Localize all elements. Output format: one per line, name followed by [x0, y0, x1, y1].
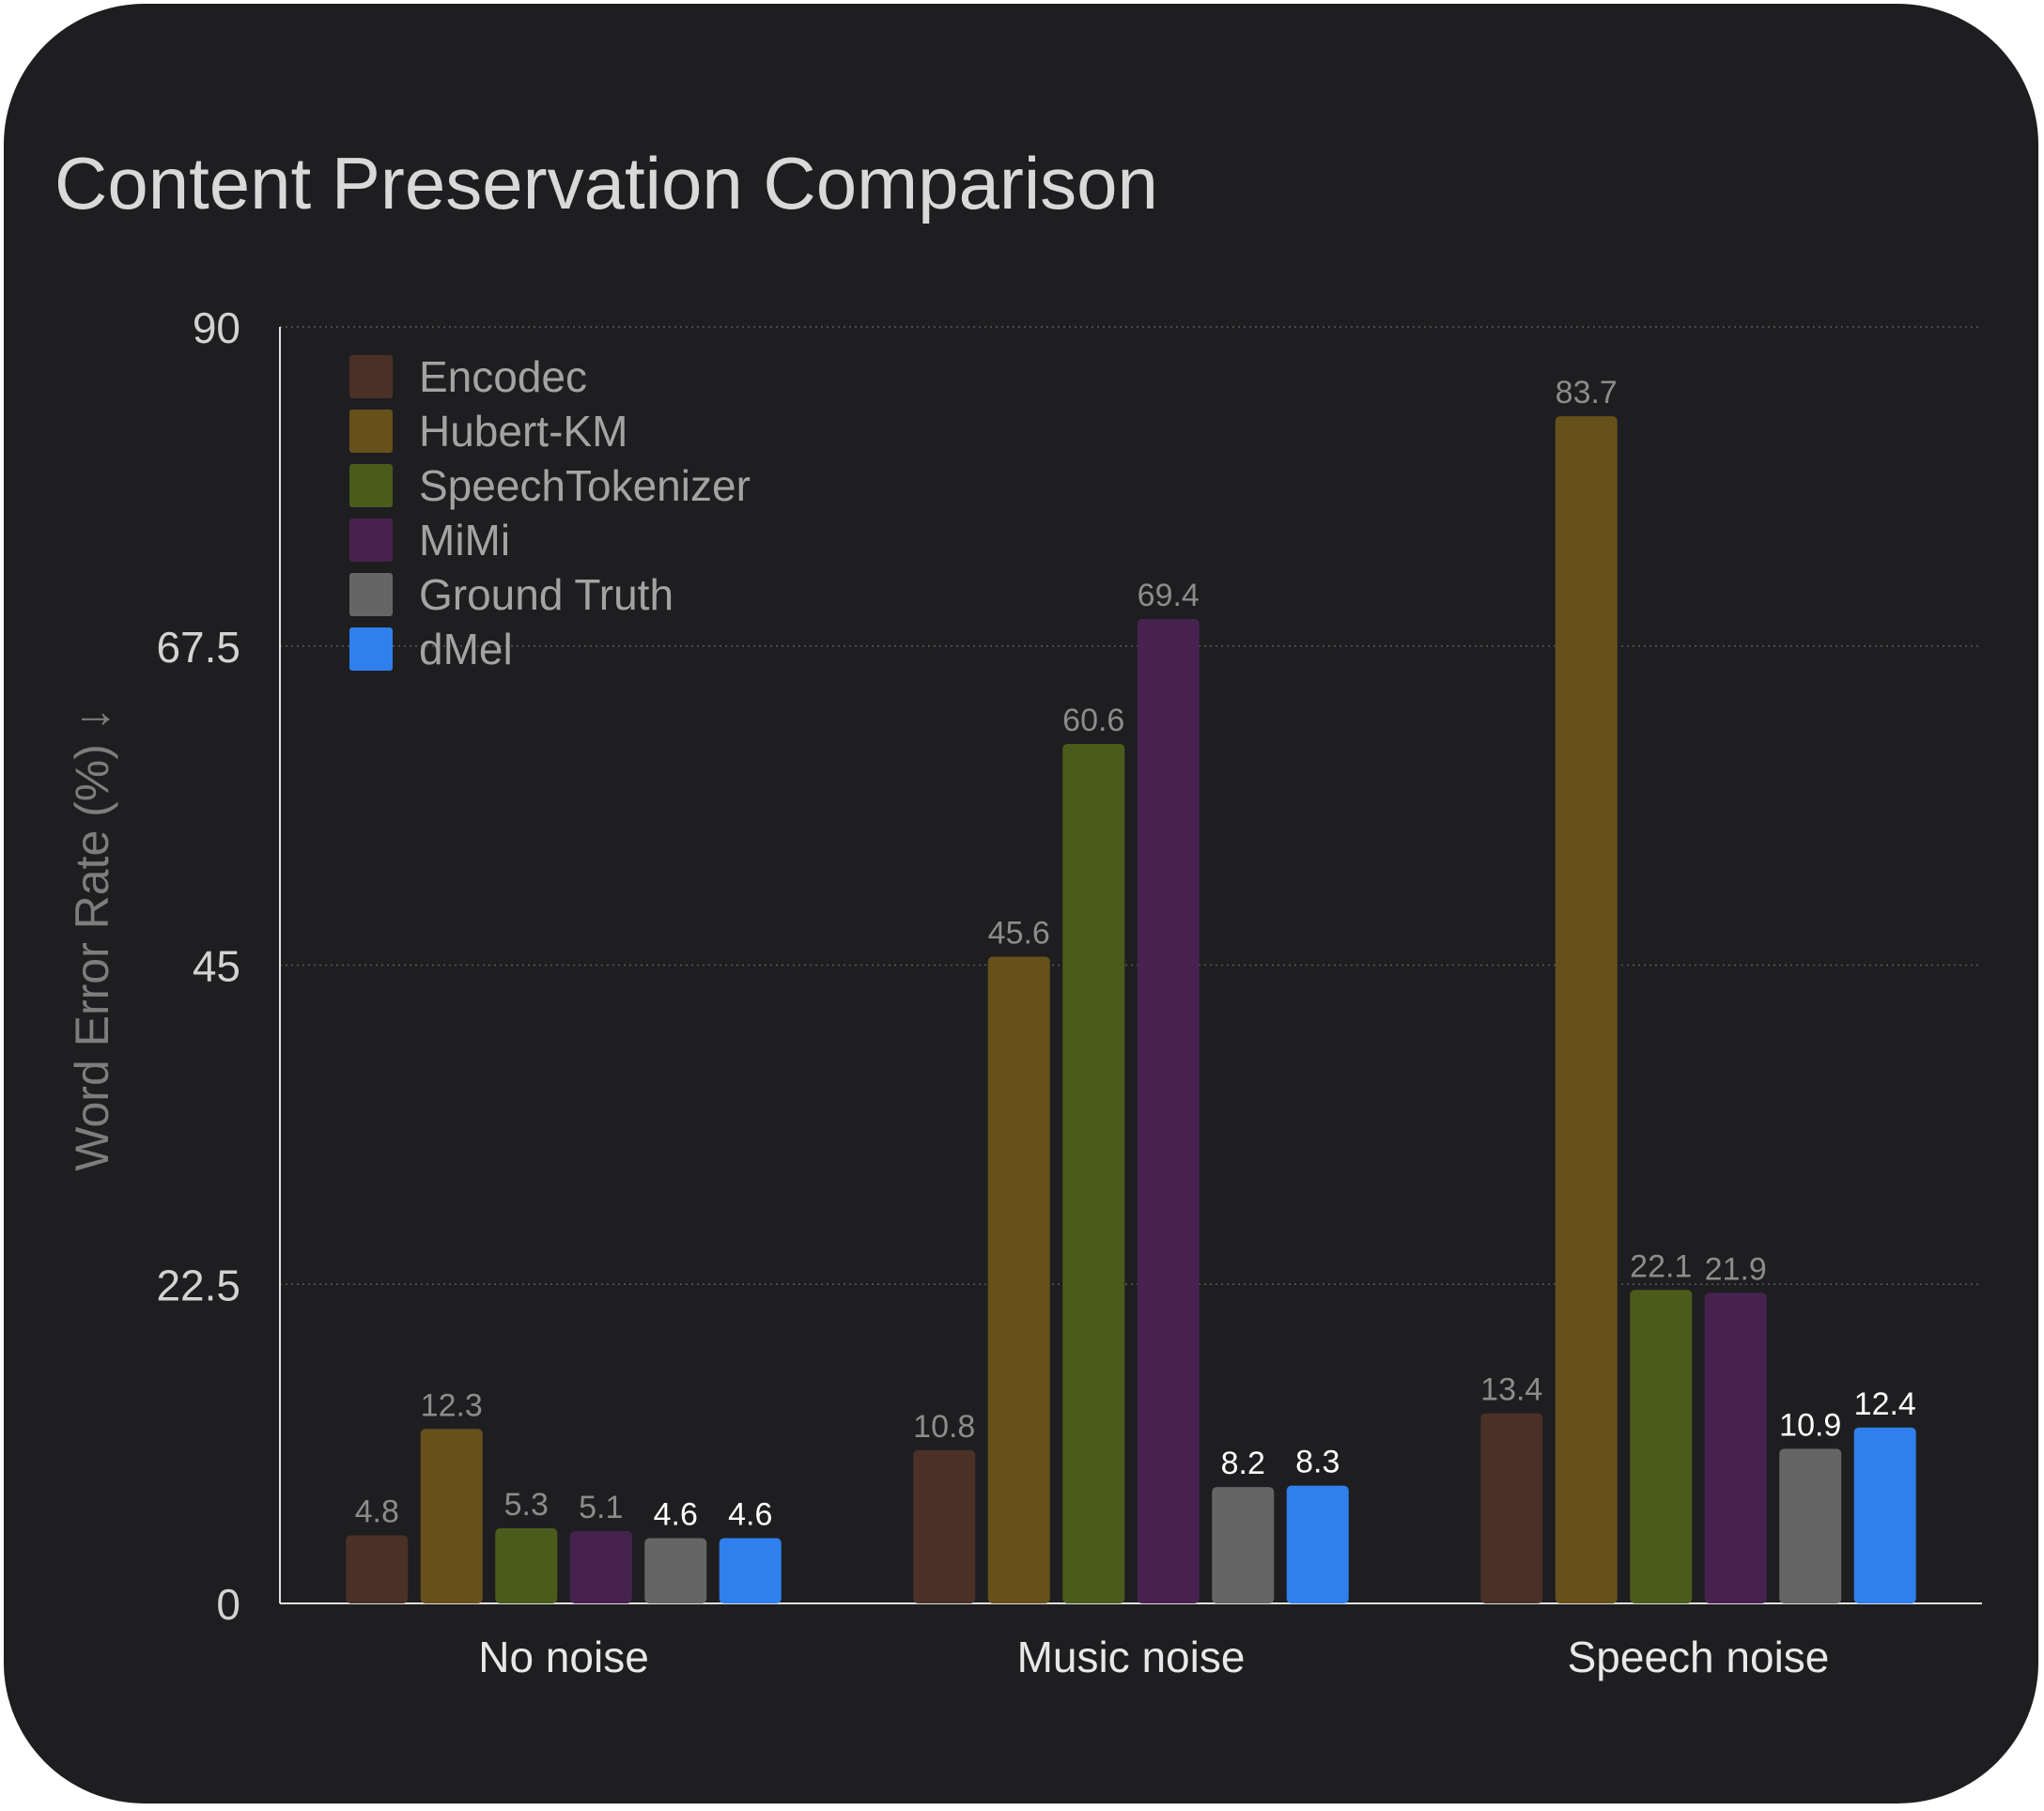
bar-value-label: 8.2	[1221, 1446, 1265, 1481]
bar-value-label: 83.7	[1556, 375, 1618, 410]
legend-label: dMel	[419, 625, 513, 673]
bar	[420, 1429, 483, 1603]
bar	[987, 956, 1050, 1603]
bar-value-label: 10.8	[913, 1409, 975, 1445]
bar-value-label: 60.6	[1062, 703, 1124, 738]
legend-item: Ground Truth	[349, 567, 751, 622]
bar-value-label: 13.4	[1480, 1372, 1542, 1408]
legend-item: dMel	[349, 622, 751, 676]
bar-value-label: 22.1	[1630, 1248, 1692, 1284]
bar	[1779, 1448, 1842, 1603]
legend-swatch	[349, 410, 393, 453]
bar	[1062, 743, 1125, 1603]
x-tick-label: Music noise	[1017, 1633, 1246, 1681]
bar-value-label: 10.9	[1779, 1407, 1841, 1443]
bar-value-label: 45.6	[988, 915, 1050, 951]
legend-swatch	[349, 627, 393, 671]
legend-label: Hubert-KM	[419, 407, 628, 456]
bar-value-label: 12.4	[1854, 1386, 1916, 1422]
y-tick-label: 22.5	[156, 1261, 240, 1309]
bar	[346, 1535, 409, 1603]
bar	[719, 1538, 782, 1603]
bar-value-label: 5.1	[579, 1490, 623, 1525]
bar	[1212, 1487, 1275, 1603]
bar	[495, 1527, 558, 1603]
bar	[1286, 1485, 1349, 1603]
bar-value-label: 4.8	[355, 1494, 399, 1530]
legend-item: SpeechTokenizer	[349, 458, 751, 513]
y-tick-label: 0	[216, 1580, 240, 1629]
legend-swatch	[349, 355, 393, 398]
legend-label: Encodec	[419, 352, 588, 401]
bar-value-label: 4.6	[728, 1497, 772, 1533]
chart-title: Content Preservation Comparison	[54, 142, 1158, 224]
legend-item: Hubert-KM	[349, 404, 751, 458]
legend-item: MiMi	[349, 513, 751, 567]
bar-value-label: 21.9	[1705, 1251, 1767, 1287]
legend-label: SpeechTokenizer	[419, 461, 751, 510]
bar	[569, 1530, 632, 1603]
bar-value-label: 69.4	[1138, 578, 1200, 613]
bar	[1704, 1292, 1767, 1603]
bar	[1630, 1290, 1693, 1603]
legend-label: MiMi	[419, 516, 511, 565]
y-tick-label: 67.5	[156, 623, 240, 672]
bar-value-label: 4.6	[654, 1497, 698, 1533]
bar	[1137, 619, 1200, 1603]
legend-item: Encodec	[349, 349, 751, 404]
bar-value-label: 5.3	[504, 1487, 549, 1523]
bar	[644, 1538, 707, 1603]
legend-swatch	[349, 519, 393, 562]
y-tick-label: 90	[193, 303, 240, 352]
bar	[913, 1449, 976, 1603]
bar	[1853, 1427, 1916, 1603]
x-tick-label: No noise	[478, 1633, 649, 1681]
y-tick-label: 45	[193, 942, 240, 991]
bar	[1480, 1413, 1543, 1603]
legend-label: Ground Truth	[419, 570, 674, 619]
legend-swatch	[349, 464, 393, 507]
x-tick-label: Speech noise	[1568, 1633, 1830, 1681]
legend-swatch	[349, 573, 393, 616]
chart-legend: Encodec Hubert-KM SpeechTokenizer MiMi Groun…	[349, 349, 751, 676]
bar-value-label: 12.3	[421, 1387, 483, 1423]
bar	[1555, 416, 1618, 1603]
bar-value-label: 8.3	[1295, 1445, 1339, 1480]
